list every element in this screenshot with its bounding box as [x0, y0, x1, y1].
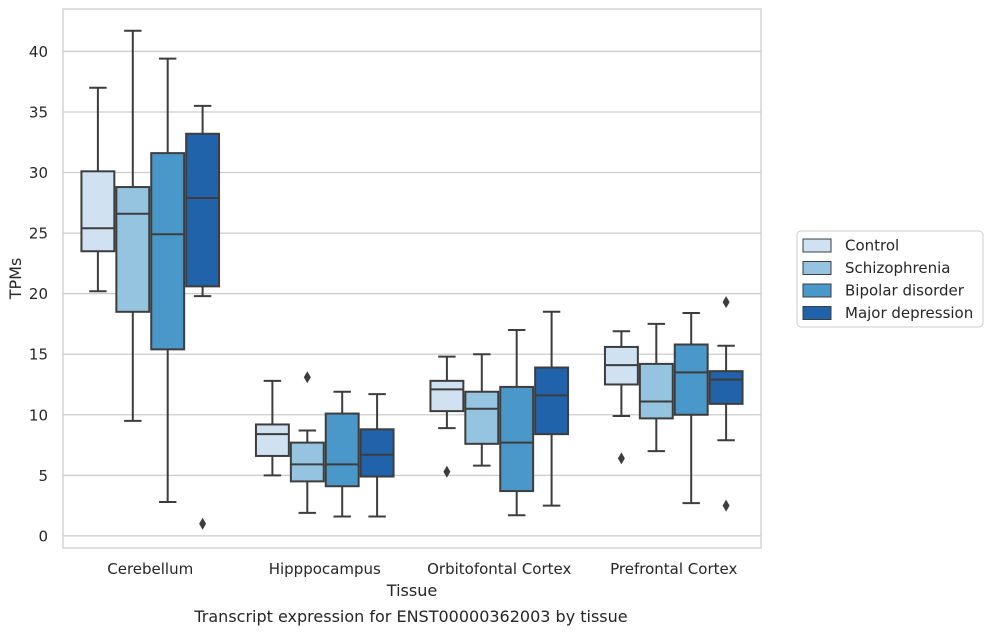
legend-item: Schizophrenia	[802, 259, 950, 277]
box-item	[324, 390, 360, 518]
y-tick-label: 20	[29, 285, 48, 303]
box-groups	[80, 29, 744, 530]
y-tick-label: 15	[29, 346, 48, 364]
x-tick-label: Prefrontal Cortex	[610, 560, 737, 578]
outlier-point	[617, 452, 625, 465]
legend-label: Schizophrenia	[845, 259, 950, 277]
legend: Control Schizophrenia Bipolar disorder Majo…	[796, 230, 984, 328]
box-item	[359, 393, 395, 518]
legend-frame	[796, 230, 984, 328]
y-tick-label: 5	[38, 467, 48, 485]
box-item	[185, 104, 221, 530]
box-body	[464, 390, 500, 445]
y-axis-label: TPMs	[6, 258, 25, 301]
box-body	[115, 186, 151, 313]
y-tick-label: 30	[29, 164, 48, 182]
legend-label: Control	[845, 237, 899, 255]
box-item	[254, 379, 290, 477]
y-tick-label: 25	[29, 225, 48, 243]
y-tick-label: 35	[29, 103, 48, 121]
box-item	[534, 310, 570, 507]
box-body	[185, 132, 221, 288]
box-item	[80, 86, 116, 293]
x-tick-label: Cerebellum	[107, 560, 193, 578]
category-group	[80, 29, 221, 530]
outlier-point	[303, 371, 311, 384]
y-tick-label: 40	[29, 43, 48, 61]
x-tick-label: Orbitofontal Cortex	[427, 560, 571, 578]
box-body	[429, 379, 465, 413]
category-group	[254, 371, 395, 518]
box-body	[289, 441, 325, 483]
box-body	[254, 423, 290, 457]
y-tick-label: 10	[29, 406, 48, 424]
box-body	[324, 412, 360, 488]
box-item	[115, 29, 151, 422]
legend-item: Major depression	[802, 304, 973, 322]
plot-frame	[62, 8, 762, 549]
chart-caption: Transcript expression for ENST0000036200…	[193, 607, 627, 626]
box-body	[80, 170, 116, 253]
box-body	[673, 343, 709, 416]
box-body	[150, 152, 186, 351]
outlier-point	[722, 296, 730, 309]
x-axis-label: Tissue	[386, 581, 437, 600]
box-item	[708, 296, 744, 512]
legend-label: Major depression	[845, 304, 973, 322]
box-body	[534, 366, 570, 436]
box-body	[359, 428, 395, 478]
box-item	[638, 322, 674, 453]
category-group	[603, 296, 744, 512]
category-group	[429, 310, 570, 517]
box-item	[429, 355, 465, 478]
box-item	[499, 328, 535, 517]
outlier-point	[199, 517, 207, 530]
box-body	[708, 370, 744, 405]
legend-swatch	[802, 306, 832, 320]
legend-swatch	[802, 283, 832, 298]
legend-swatch	[802, 261, 832, 275]
legend-label: Bipolar disorder	[845, 282, 965, 300]
y-tick-labels: 0 5 10 15 20 25 30 35 40	[29, 43, 48, 545]
outlier-point	[722, 499, 730, 512]
x-tick-labels: Cerebellum Hipppocampus Orbitofontal Corte…	[107, 560, 737, 578]
box-body	[499, 385, 535, 493]
box-item	[603, 330, 639, 465]
legend-swatch	[802, 238, 832, 253]
box-item	[673, 312, 709, 505]
box-item	[464, 353, 500, 467]
box-item	[289, 371, 325, 514]
box-body	[638, 362, 674, 420]
box-item	[150, 57, 186, 503]
legend-item: Bipolar disorder	[802, 282, 965, 300]
legend-item: Control	[802, 237, 899, 255]
y-tick-label: 0	[38, 527, 48, 545]
x-tick-label: Hipppocampus	[269, 560, 381, 578]
outlier-point	[443, 465, 451, 478]
